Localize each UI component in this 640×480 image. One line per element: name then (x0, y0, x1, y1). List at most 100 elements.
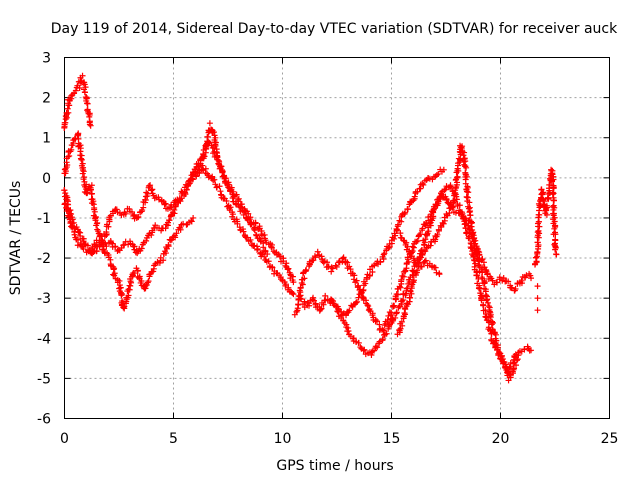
data-point (260, 244, 267, 251)
data-point (390, 303, 397, 310)
data-point (204, 133, 211, 140)
data-point (130, 212, 137, 219)
x-tick-label: 5 (169, 431, 178, 447)
data-point (403, 239, 410, 246)
data-point (414, 237, 421, 244)
data-point (346, 307, 353, 314)
data-point (79, 170, 86, 177)
data-point (301, 298, 308, 305)
data-point (290, 291, 297, 298)
data-point (417, 231, 424, 238)
data-point (71, 231, 78, 238)
data-point (78, 156, 85, 163)
data-point (401, 211, 408, 218)
data-point (332, 262, 339, 269)
data-point (90, 248, 97, 255)
data-point (528, 347, 535, 354)
data-point (454, 162, 461, 169)
data-point (246, 216, 253, 223)
data-point (236, 203, 243, 210)
data-point (182, 191, 189, 198)
data-point (252, 231, 259, 238)
data-point (352, 299, 359, 306)
data-point (460, 215, 467, 222)
data-point (466, 199, 473, 206)
data-point (81, 89, 88, 96)
data-point (400, 296, 407, 303)
data-point (491, 340, 498, 347)
y-tick-label: 3 (42, 51, 51, 67)
data-point (420, 181, 427, 188)
data-point (195, 160, 202, 167)
data-point (422, 257, 429, 264)
data-point (237, 226, 244, 233)
data-point (171, 206, 178, 213)
data-point (145, 278, 152, 285)
data-point (314, 248, 321, 255)
data-point (460, 152, 467, 159)
data-point (112, 243, 119, 250)
data-point (126, 205, 133, 212)
data-point (206, 120, 213, 127)
data-point (505, 367, 512, 374)
y-axis-label: SDTVAR / TECUs (8, 181, 24, 296)
data-point (205, 174, 212, 181)
data-point (218, 167, 225, 174)
data-point (103, 243, 110, 250)
data-point (226, 184, 233, 191)
data-point (511, 365, 518, 372)
data-point (384, 317, 391, 324)
data-point (411, 193, 418, 200)
data-point (193, 172, 200, 179)
data-point (534, 283, 541, 290)
data-point (395, 221, 402, 228)
data-point (546, 181, 553, 188)
data-point (505, 278, 512, 285)
data-point (161, 201, 168, 208)
data-point (68, 92, 75, 99)
data-point (211, 176, 218, 183)
data-point (514, 356, 521, 363)
data-point (376, 321, 383, 328)
data-point (419, 246, 426, 253)
data-point (142, 285, 149, 292)
data-point (413, 238, 420, 245)
data-point (456, 202, 463, 209)
data-point (453, 174, 460, 181)
data-point (543, 205, 550, 212)
data-point (488, 330, 495, 337)
data-point (318, 305, 325, 312)
data-point (393, 291, 400, 298)
data-point (453, 196, 460, 203)
data-point (282, 281, 289, 288)
grid (64, 57, 610, 419)
data-point (448, 184, 455, 191)
data-point (495, 352, 502, 359)
data-point (65, 109, 72, 116)
data-point (469, 231, 476, 238)
x-tick-label: 20 (492, 431, 510, 447)
data-marks (61, 72, 560, 384)
data-point (167, 237, 174, 244)
data-point (147, 182, 154, 189)
data-point (61, 187, 68, 194)
data-point (377, 258, 384, 265)
data-point (465, 234, 472, 241)
x-tick-label: 10 (274, 431, 292, 447)
data-point (549, 177, 556, 184)
data-point (248, 221, 255, 228)
data-point (393, 309, 400, 316)
data-point (468, 223, 475, 230)
series-track-2 (61, 72, 94, 131)
data-point (125, 292, 132, 299)
data-point (534, 229, 541, 236)
data-point (484, 296, 491, 303)
data-point (92, 242, 99, 249)
data-point (539, 191, 546, 198)
data-point (211, 148, 218, 155)
data-point (415, 259, 422, 266)
data-point (332, 303, 339, 310)
data-point (289, 289, 296, 296)
data-point (310, 297, 317, 304)
data-point (165, 241, 172, 248)
